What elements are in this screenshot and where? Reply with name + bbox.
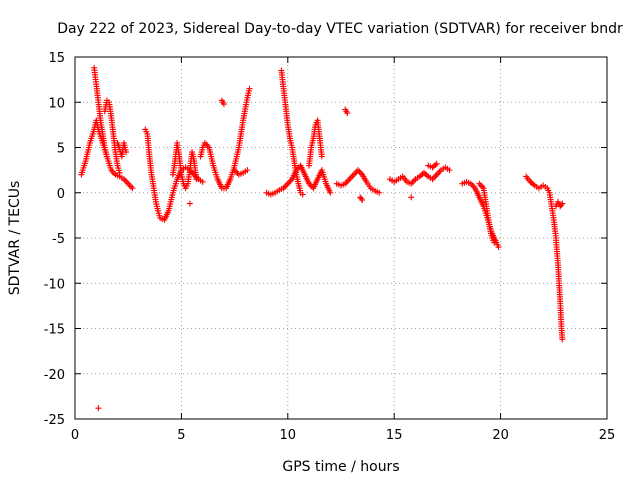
data-point	[126, 182, 133, 189]
data-point	[356, 168, 363, 175]
data-point	[345, 177, 352, 184]
data-point	[358, 195, 365, 202]
x-tick-label: 0	[71, 428, 79, 443]
data-point	[446, 167, 453, 174]
data-point	[349, 173, 356, 180]
data-point	[125, 180, 132, 187]
y-tick-label: 5	[57, 142, 65, 157]
data-point	[186, 200, 193, 207]
data-point	[491, 239, 498, 246]
data-point	[103, 153, 110, 160]
y-tick-label: -15	[44, 323, 65, 338]
data-point	[95, 405, 102, 412]
data-point	[559, 200, 566, 207]
x-tick-label: 25	[599, 428, 616, 443]
data-point	[123, 179, 130, 186]
data-point	[346, 176, 353, 183]
data-point	[530, 181, 537, 188]
data-point	[423, 172, 430, 179]
data-point	[283, 182, 290, 189]
data-point	[477, 182, 484, 189]
x-tick-label: 5	[177, 428, 185, 443]
data-point	[246, 85, 253, 92]
data-point	[558, 201, 565, 208]
data-point	[220, 101, 227, 108]
data-point	[355, 167, 362, 174]
data-point	[128, 183, 135, 190]
grid	[75, 57, 607, 419]
x-tick-label: 20	[492, 428, 509, 443]
data-point	[350, 171, 357, 178]
y-tick-label: -10	[44, 277, 65, 292]
data-point	[193, 176, 200, 183]
data-point	[347, 174, 354, 181]
data-point	[123, 149, 130, 156]
data-point	[199, 178, 206, 185]
y-tick-label: 15	[48, 51, 65, 66]
data-point	[234, 170, 241, 177]
data-point	[122, 177, 129, 184]
axis-ticks: 0 5 10 15 20 25 15 10 5 0 -5 -10 -15 -20 -25	[44, 51, 616, 443]
data-point	[299, 191, 306, 198]
data-point	[433, 171, 440, 178]
data-point	[327, 189, 334, 196]
y-tick-label: 0	[57, 187, 65, 202]
y-axis-label: SDTVAR / TECUs	[7, 181, 23, 296]
data-point	[435, 170, 442, 177]
data-point	[359, 196, 366, 203]
x-tick-label: 15	[386, 428, 403, 443]
data-point	[129, 185, 136, 192]
chart-title: Day 222 of 2023, Sidereal Day-to-day VTE…	[57, 21, 623, 37]
y-tick-label: -20	[44, 368, 65, 383]
x-tick-label: 10	[280, 428, 297, 443]
data-point	[433, 160, 440, 167]
y-tick-label: 10	[48, 96, 65, 111]
data-point	[318, 153, 325, 160]
data-point	[408, 194, 415, 201]
data-point	[430, 174, 437, 181]
data-point	[352, 170, 359, 177]
data-point	[244, 167, 251, 174]
data-point	[432, 161, 439, 168]
data-point	[286, 179, 293, 186]
data-point	[376, 189, 383, 196]
data-points	[78, 64, 566, 412]
x-axis-label: GPS time / hours	[282, 459, 399, 475]
data-point	[476, 180, 483, 187]
data-point	[409, 179, 416, 186]
data-point	[194, 174, 201, 181]
data-point	[436, 168, 443, 175]
data-point	[284, 180, 291, 187]
data-point	[116, 169, 123, 176]
data-point	[344, 110, 351, 117]
y-tick-label: -5	[52, 232, 65, 247]
data-point	[559, 336, 566, 343]
data-point	[495, 244, 502, 251]
y-tick-label: -25	[44, 413, 65, 428]
